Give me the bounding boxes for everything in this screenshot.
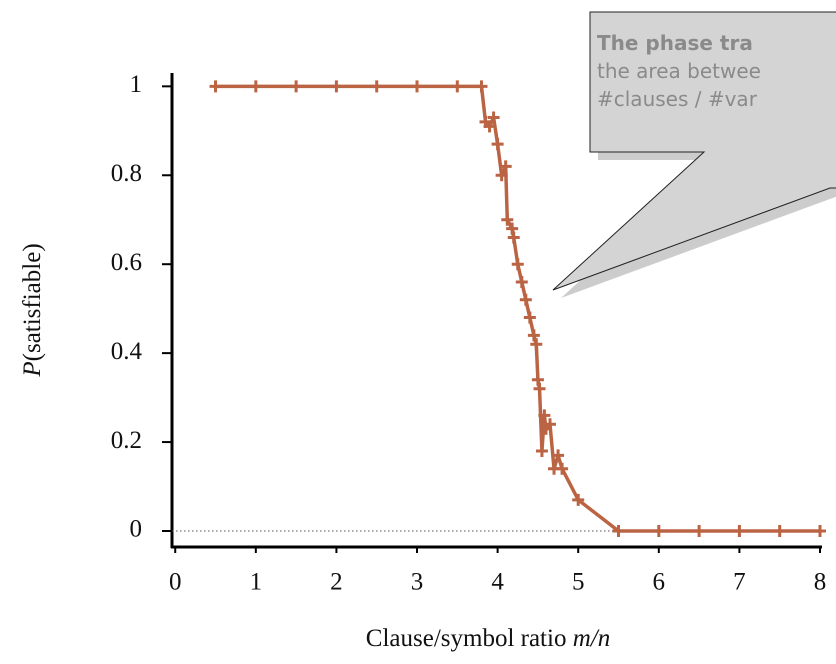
point-marker	[531, 373, 544, 386]
point-marker	[519, 293, 532, 306]
x-label: Clause/symbol ratio	[366, 625, 573, 652]
x-tick-label: 2	[330, 569, 343, 596]
callout-title: The phase tra	[597, 31, 753, 55]
x-tick-label: 8	[814, 569, 827, 596]
x-tick-label: 5	[572, 569, 585, 596]
point-marker	[487, 111, 500, 124]
point-marker	[249, 80, 262, 93]
point-marker	[290, 80, 303, 93]
point-marker	[572, 493, 585, 506]
x-tick-label: 7	[733, 569, 746, 596]
y-tick-label: 0.4	[111, 338, 143, 365]
point-marker	[515, 275, 528, 288]
x-tick-label: 0	[169, 569, 182, 596]
callout-line: #clauses / #var	[597, 87, 758, 111]
y-label: (satisfiable)	[19, 243, 46, 361]
point-marker	[530, 338, 543, 351]
point-marker	[499, 160, 512, 173]
point-marker	[475, 80, 488, 93]
point-marker	[451, 80, 464, 93]
callout: The phase tra the area betwee #clauses /…	[552, 11, 836, 298]
x-label-italic: m/n	[573, 625, 611, 652]
callout-box	[552, 11, 836, 291]
x-tick-label: 1	[250, 569, 263, 596]
plot-area: 0 0.2 0.4 0.6 0.8 1 0 1 2 3 4 5 6 7 8	[111, 71, 827, 596]
y-tick-label: 0.6	[111, 249, 142, 276]
point-marker	[511, 258, 524, 271]
y-tick-label: 0.2	[111, 427, 142, 454]
point-marker	[773, 524, 786, 537]
point-marker	[527, 329, 540, 342]
point-marker	[507, 231, 520, 244]
x-tick-label: 6	[653, 569, 666, 596]
point-marker	[483, 120, 496, 133]
point-marker	[370, 80, 383, 93]
point-marker	[533, 382, 546, 395]
x-tick-label: 4	[491, 569, 504, 596]
point-marker	[523, 311, 536, 324]
x-axis-label: Clause/symbol ratio m/n	[366, 625, 610, 652]
y-tick-label: 0	[130, 516, 143, 543]
point-marker	[506, 222, 519, 235]
x-tick-label: 3	[411, 569, 424, 596]
point-marker	[491, 138, 504, 151]
point-marker	[330, 80, 343, 93]
point-marker	[501, 213, 514, 226]
point-marker	[552, 449, 565, 462]
point-marker	[612, 524, 625, 537]
point-marker	[693, 524, 706, 537]
point-marker	[556, 462, 569, 475]
point-marker	[544, 418, 556, 431]
y-tick-label: 1	[130, 71, 143, 98]
point-marker	[411, 80, 424, 93]
point-marker	[652, 524, 665, 537]
point-marker	[538, 409, 551, 422]
y-axis-label: P(satisfiable)	[19, 243, 46, 377]
point-marker	[535, 444, 548, 457]
point-marker	[814, 524, 826, 537]
y-tick-label: 0.8	[111, 160, 142, 187]
point-marker	[733, 524, 746, 537]
point-marker	[495, 169, 508, 182]
point-marker	[209, 80, 222, 93]
y-label-italic: P	[19, 361, 46, 377]
callout-line: the area betwee	[597, 59, 761, 83]
